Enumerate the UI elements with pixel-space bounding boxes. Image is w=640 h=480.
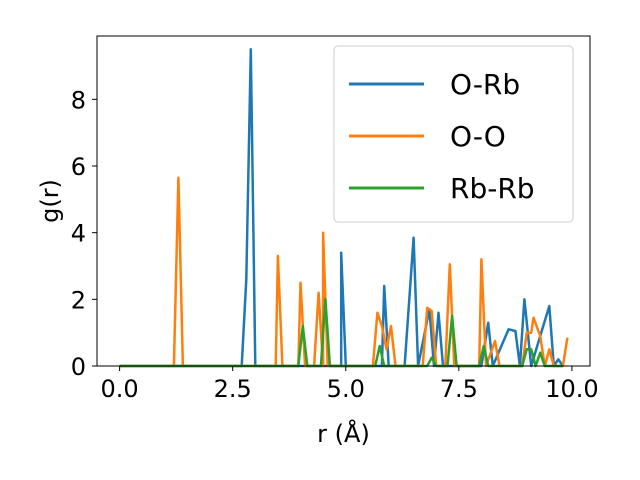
y-tick-label: 8	[71, 86, 86, 114]
x-axis-ticks: 0.0 2.5 5.0 7.5 10.0	[101, 366, 599, 403]
x-tick-label: 5.0	[327, 375, 365, 403]
axes-frame	[96, 35, 591, 367]
x-tick-label: 7.5	[440, 375, 478, 403]
x-axis-label: r (Å)	[317, 419, 370, 448]
legend-label-2: Rb-Rb	[450, 172, 535, 205]
y-tick-label: 4	[71, 220, 86, 248]
plot-area	[96, 35, 591, 368]
y-tick-label: 6	[71, 153, 86, 181]
x-tick-label: 2.5	[214, 375, 252, 403]
y-axis-ticks: 0 2 4 6 8	[71, 86, 97, 381]
x-tick-label: 10.0	[545, 375, 598, 403]
legend: O-Rb O-O Rb-Rb	[333, 45, 574, 223]
legend-box	[333, 45, 574, 223]
legend-label-1: O-O	[450, 120, 506, 153]
y-tick-label: 2	[71, 286, 86, 314]
legend-label-0: O-Rb	[450, 68, 520, 101]
x-tick-label: 0.0	[101, 375, 139, 403]
y-axis-label: g(r)	[36, 179, 64, 223]
y-tick-label: 0	[71, 353, 86, 381]
